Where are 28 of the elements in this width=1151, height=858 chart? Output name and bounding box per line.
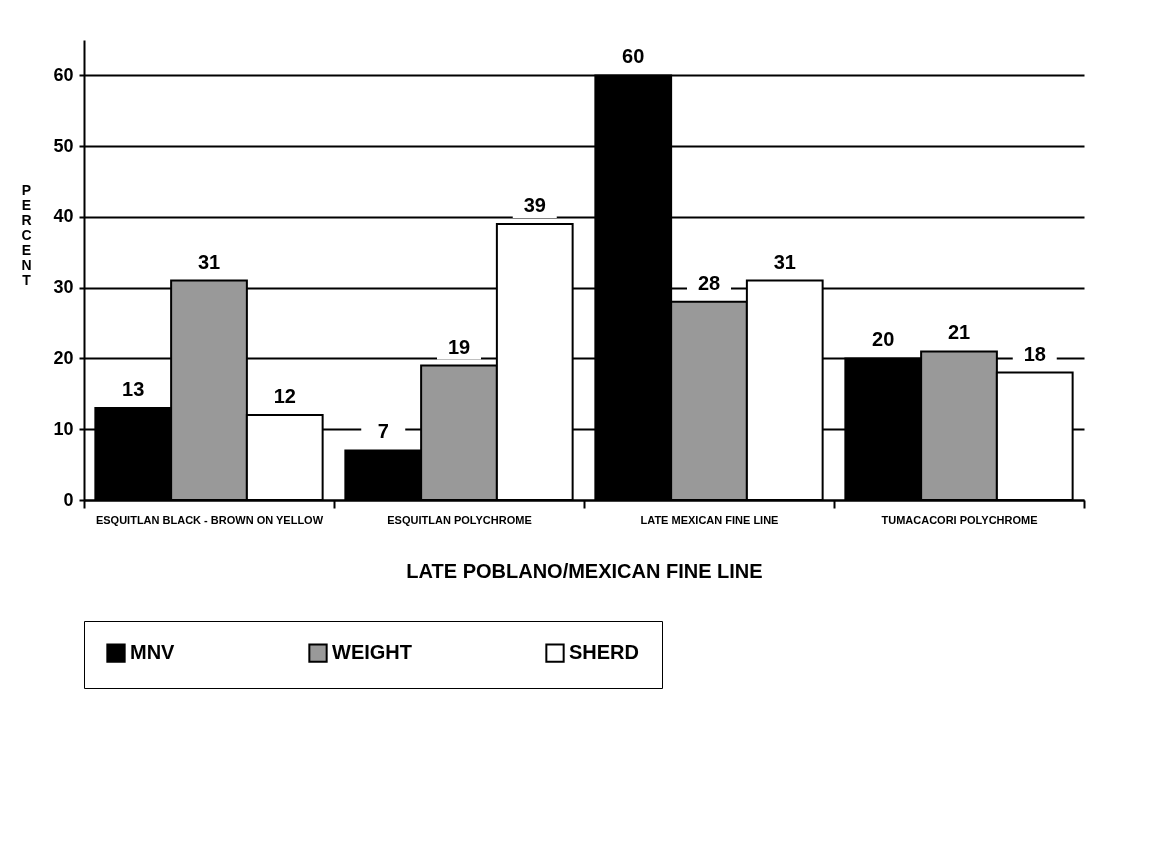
y-tick-label: 30: [53, 277, 74, 298]
data-label: 19: [447, 335, 471, 358]
x-tick-label: TUMACACORI POLYCHROME: [881, 513, 1038, 526]
x-axis-title: LATE POBLANO/MEXICAN FINE LINE: [406, 559, 763, 582]
x-tick-label: ESQUITLAN BLACK - BROWN ON YELLOW: [95, 513, 324, 526]
y-axis-title: PERCENT: [21, 181, 32, 288]
x-tick-label: LATE MEXICAN FINE LINE: [640, 513, 779, 526]
y-tick-label: 60: [53, 64, 74, 85]
y-tick-label: 20: [53, 347, 74, 368]
legend-label: WEIGHT: [332, 641, 412, 664]
y-tick-label: 50: [53, 135, 74, 156]
data-label: 12: [273, 385, 296, 408]
data-label: 31: [197, 250, 221, 273]
data-label: 18: [1023, 342, 1046, 365]
data-label: 28: [697, 271, 721, 294]
legend-label: MNV: [130, 641, 176, 664]
y-tick-label: 40: [53, 206, 74, 227]
legend-label: SHERD: [569, 641, 640, 664]
y-tick-label: 10: [53, 418, 74, 439]
x-tick-label: ESQUITLAN POLYCHROME: [387, 513, 532, 526]
data-label: 13: [122, 378, 145, 400]
data-label: 20: [872, 328, 895, 351]
data-label: 7: [377, 420, 389, 443]
data-label: 21: [947, 321, 971, 344]
data-label: 60: [622, 45, 645, 68]
data-label: 39: [523, 194, 546, 216]
data-label: 31: [773, 250, 796, 273]
y-tick-label: 0: [63, 489, 74, 510]
